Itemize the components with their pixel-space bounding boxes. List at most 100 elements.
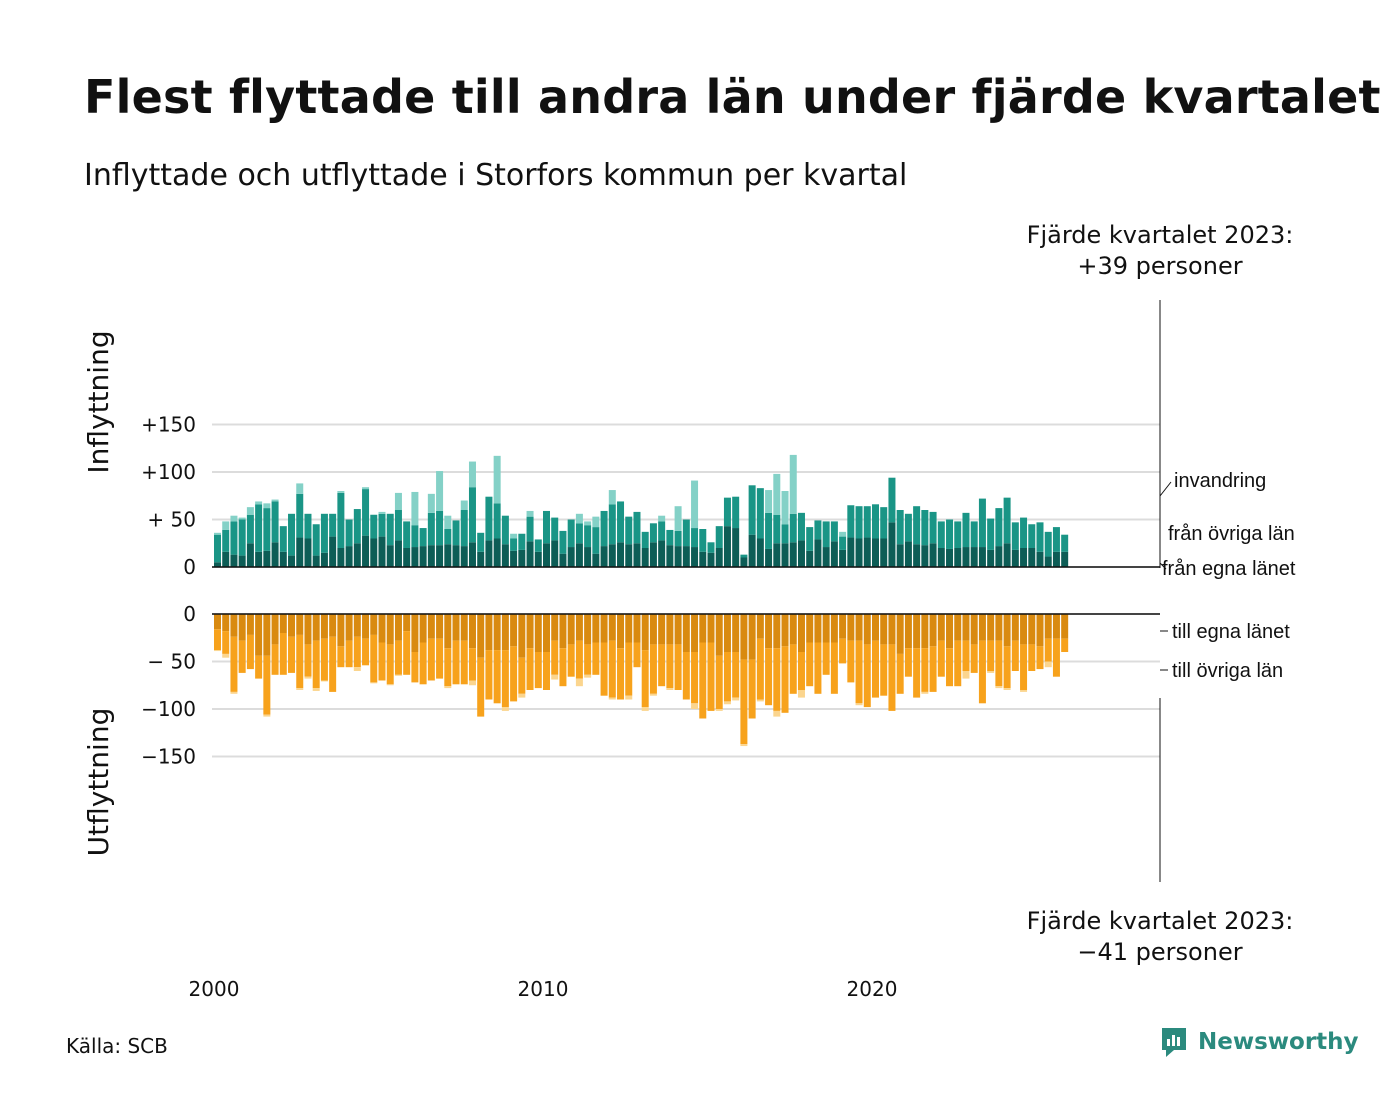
bar-inflow-other-county (863, 506, 871, 538)
bar-outflow-other-county (641, 650, 649, 708)
bar-outflow-other-county (403, 631, 411, 675)
bar-outflow-local (485, 614, 493, 651)
bar-outflow-other-county (888, 644, 896, 711)
bar-inflow-other-county (427, 512, 435, 546)
bar-outflow-emigration (320, 680, 328, 682)
bar-outflow-other-county (822, 642, 830, 675)
bar-inflow-local (263, 550, 271, 567)
bar-outflow-local (263, 614, 271, 656)
y-tick-label-inflow: + 50 (147, 508, 196, 532)
bar-outflow-other-county (863, 644, 871, 708)
bar-outflow-other-county (526, 648, 534, 690)
bar-inflow-other-county (978, 498, 986, 548)
bar-inflow-other-county (789, 513, 797, 543)
bar-outflow-other-county (995, 640, 1003, 687)
bar-outflow-other-county (608, 640, 616, 698)
bar-outflow-local (929, 614, 937, 647)
bar-inflow-immigration (411, 491, 419, 526)
bar-inflow-local (452, 545, 460, 567)
bar-outflow-other-county (600, 642, 608, 696)
bar-outflow-local (1036, 614, 1044, 647)
bar-outflow-local (649, 614, 657, 645)
bar-outflow-emigration (962, 671, 970, 679)
bar-inflow-other-county (649, 523, 657, 543)
bar-inflow-other-county (493, 503, 501, 539)
bar-inflow-other-county (411, 525, 419, 548)
bar-outflow-local (452, 614, 460, 641)
bar-outflow-other-county (304, 644, 312, 677)
bar-inflow-local (723, 526, 731, 567)
bar-outflow-emigration (304, 676, 312, 679)
bar-inflow-local (337, 548, 345, 567)
bar-inflow-local (946, 548, 954, 567)
bar-inflow-other-county (312, 524, 320, 556)
bar-outflow-other-county (756, 638, 764, 700)
bar-inflow-local (238, 555, 246, 567)
bar-outflow-local (345, 614, 353, 641)
bar-outflow-local (789, 614, 797, 645)
annotation-bottom-line2: −41 personer (1077, 938, 1242, 966)
bar-inflow-other-county (559, 530, 567, 554)
bar-inflow-other-county (641, 531, 649, 548)
bar-outflow-other-county (674, 644, 682, 690)
bar-inflow-local (929, 543, 937, 567)
bar-outflow-local (370, 614, 378, 635)
y-tick-label-outflow: −100 (141, 697, 196, 721)
bar-inflow-local (246, 543, 254, 567)
bar-inflow-local (1003, 543, 1011, 567)
bar-outflow-other-county (246, 634, 254, 670)
bar-outflow-local (921, 614, 929, 649)
bar-outflow-local (822, 614, 830, 643)
bar-inflow-other-county (913, 506, 921, 545)
bar-outflow-emigration (394, 674, 402, 676)
bar-outflow-local (592, 614, 600, 643)
bar-outflow-local (765, 614, 773, 649)
bar-outflow-local (1044, 614, 1052, 639)
bar-inflow-other-county (666, 529, 674, 546)
bar-inflow-other-county (592, 527, 600, 554)
bar-outflow-other-county (830, 642, 838, 694)
bar-outflow-emigration (370, 682, 378, 684)
bar-inflow-immigration (789, 454, 797, 514)
bar-inflow-other-county (567, 519, 575, 548)
bar-outflow-local (978, 614, 986, 641)
bar-outflow-other-county (419, 642, 427, 685)
bar-inflow-other-county (362, 489, 370, 536)
bar-outflow-local (510, 614, 518, 647)
bar-outflow-other-county (682, 652, 690, 700)
bar-outflow-local (781, 614, 789, 647)
bar-inflow-local (954, 548, 962, 567)
bar-inflow-other-county (691, 528, 699, 548)
bar-outflow-emigration (584, 674, 592, 678)
label-invandring: invandring (1174, 470, 1266, 492)
bar-inflow-other-county (633, 511, 641, 544)
bar-inflow-other-county (477, 532, 485, 552)
bar-inflow-local (781, 543, 789, 567)
bar-inflow-other-county (987, 518, 995, 550)
bar-inflow-other-county (337, 492, 345, 548)
bar-outflow-other-county (666, 644, 674, 689)
bar-inflow-other-county (962, 512, 970, 548)
bar-inflow-immigration (255, 501, 263, 505)
bar-inflow-other-county (765, 512, 773, 549)
bar-inflow-local (477, 551, 485, 567)
bar-inflow-other-county (551, 517, 559, 541)
bar-outflow-other-county (362, 638, 370, 666)
bar-inflow-other-county (238, 519, 246, 556)
bar-outflow-other-county (370, 634, 378, 683)
bar-inflow-local (345, 546, 353, 567)
bar-inflow-local (987, 549, 995, 567)
bar-inflow-local (600, 546, 608, 567)
bar-outflow-other-county (937, 640, 945, 677)
bar-inflow-other-county (937, 521, 945, 548)
bar-inflow-other-county (748, 485, 756, 535)
bar-outflow-other-county (954, 640, 962, 687)
bar-inflow-local (756, 538, 764, 567)
bar-inflow-immigration (674, 506, 682, 531)
bar-inflow-local (970, 547, 978, 567)
bar-outflow-emigration (608, 697, 616, 700)
bar-inflow-local (1044, 556, 1052, 567)
bar-outflow-local (682, 614, 690, 652)
bar-inflow-immigration (765, 490, 773, 513)
